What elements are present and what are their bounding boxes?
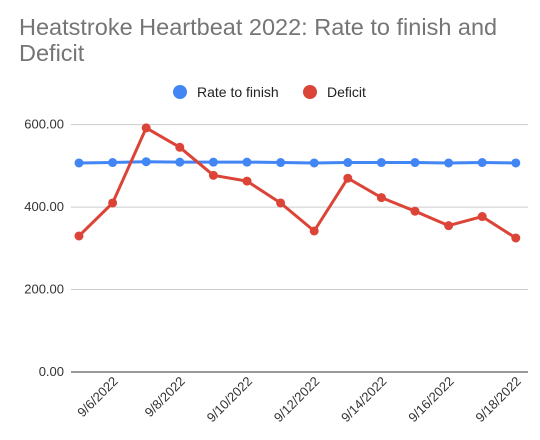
- data-point: [208, 170, 218, 180]
- data-point: [141, 123, 151, 133]
- data-point: [141, 157, 151, 167]
- chart-title-block: Heatstroke Heartbeat 2022: Rate to finis…: [19, 14, 529, 66]
- data-point: [208, 157, 218, 167]
- legend-label-1: Deficit: [327, 84, 366, 100]
- data-point: [175, 142, 185, 152]
- x-tick-label: 9/10/2022: [204, 374, 256, 426]
- data-point: [511, 158, 521, 168]
- y-tick-label: 200.00: [24, 282, 64, 297]
- legend-marker-0: [173, 85, 187, 99]
- data-point: [309, 158, 319, 168]
- y-axis-ticks: 0.00 200.00 400.00 600.00: [24, 117, 64, 379]
- data-point: [444, 158, 454, 168]
- data-point: [309, 226, 319, 236]
- data-point: [242, 176, 252, 186]
- x-tick-label: 9/8/2022: [142, 374, 188, 420]
- chart-title: Heatstroke Heartbeat 2022: Rate to finis…: [19, 14, 498, 66]
- data-point: [343, 158, 353, 168]
- data-point: [376, 193, 386, 203]
- data-point: [343, 173, 353, 183]
- data-point: [410, 206, 420, 216]
- y-tick-label: 0.00: [39, 364, 64, 379]
- x-tick-label: 9/16/2022: [405, 374, 457, 426]
- series-line-1: [77, 126, 517, 240]
- data-point: [108, 198, 118, 208]
- data-point: [276, 198, 286, 208]
- data-point: [108, 158, 118, 168]
- x-tick-label: 9/6/2022: [74, 374, 120, 420]
- data-point: [511, 233, 521, 243]
- data-point: [410, 158, 420, 168]
- data-point: [74, 158, 84, 168]
- y-tick-label: 400.00: [24, 199, 64, 214]
- data-point: [175, 157, 185, 167]
- x-axis-ticks: 9/6/2022 9/8/2022 9/10/2022 9/12/2022 9/14/2…: [74, 374, 524, 426]
- legend-label-0: Rate to finish: [197, 84, 279, 100]
- data-point: [242, 157, 252, 167]
- x-tick-label: 9/12/2022: [271, 374, 323, 426]
- data-point: [376, 158, 386, 168]
- series-line-0: [78, 160, 516, 165]
- x-tick-label: 9/18/2022: [472, 374, 524, 426]
- data-point: [276, 158, 286, 168]
- y-tick-label: 600.00: [24, 117, 64, 132]
- data-point: [477, 212, 487, 222]
- data-point: [477, 158, 487, 168]
- series-layer: [74, 123, 521, 243]
- legend-marker-1: [303, 85, 317, 99]
- legend: Rate to finish Deficit: [173, 84, 366, 100]
- data-point: [444, 221, 454, 231]
- x-tick-label: 9/14/2022: [338, 374, 390, 426]
- data-point: [74, 231, 84, 241]
